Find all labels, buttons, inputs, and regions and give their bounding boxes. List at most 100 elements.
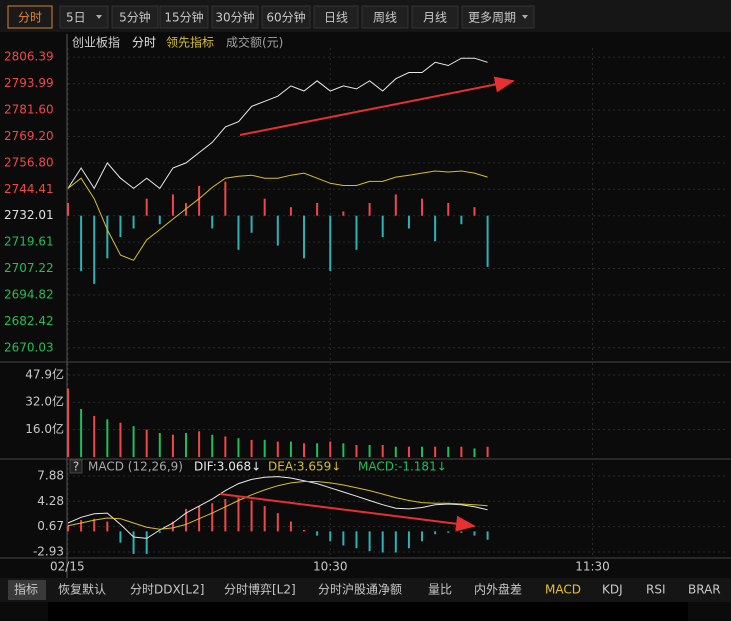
- bottom-tab[interactable]: 分时DDX[L2]: [130, 583, 204, 597]
- flow-bar: [329, 215, 332, 272]
- volume-bar: [407, 446, 410, 457]
- macd-bar: [224, 499, 227, 532]
- macd-bar: [407, 531, 410, 549]
- flow-bar: [368, 202, 371, 216]
- y-tick-label: 2756.80: [4, 155, 54, 169]
- volume-bar: [119, 422, 122, 457]
- y-tick-label: 2732.01: [4, 208, 54, 222]
- dropdown-icon: [96, 15, 102, 19]
- volume-bar: [93, 415, 96, 457]
- macd-bar: [368, 531, 371, 552]
- flow-bar: [106, 215, 109, 259]
- y-tick-label: 2806.39: [4, 50, 54, 64]
- tab[interactable]: [411, 5, 459, 29]
- flow-bar: [80, 215, 83, 272]
- macd-bar: [132, 531, 135, 554]
- volume-bar: [106, 419, 109, 457]
- flow-bar: [158, 215, 161, 225]
- macd-bar: [342, 531, 345, 546]
- macd-bar: [447, 531, 450, 533]
- tab[interactable]: [59, 5, 109, 29]
- tab[interactable]: [7, 5, 53, 29]
- bottom-tab[interactable]: BRAR: [688, 583, 721, 597]
- tab-label[interactable]: 更多周期: [468, 11, 516, 25]
- volume-bar: [342, 443, 345, 457]
- tab-label[interactable]: 日线: [324, 11, 348, 25]
- tab-label[interactable]: 5日: [66, 11, 86, 25]
- y-tick-label: 4.28: [37, 494, 64, 508]
- macd-bar: [486, 531, 489, 540]
- volume-bar: [132, 426, 135, 457]
- bottom-strip: [48, 602, 688, 621]
- y-tick-label: 0.67: [37, 519, 64, 533]
- macd-bar: [394, 531, 397, 553]
- y-tick-label: 2719.61: [4, 235, 54, 249]
- volume-bar: [198, 431, 201, 457]
- bottom-tab[interactable]: MACD: [545, 583, 581, 597]
- bottom-tab[interactable]: 内外盘差: [474, 582, 522, 597]
- tab-label[interactable]: 5分钟: [119, 10, 151, 25]
- y-tick-label: 2670.03: [4, 340, 54, 354]
- flow-bar: [171, 194, 174, 216]
- bottom-tab[interactable]: 分时博弈[L2]: [224, 582, 296, 597]
- macd-bar: [237, 497, 240, 532]
- legend-title: 创业板指: [72, 35, 120, 50]
- macd-bar: [93, 518, 96, 532]
- tab[interactable]: [159, 5, 209, 29]
- tab-label[interactable]: 30分钟: [215, 10, 254, 25]
- flow-bar: [342, 211, 345, 216]
- y-tick-label: 2769.20: [4, 129, 54, 143]
- flow-bar: [473, 207, 476, 216]
- volume-bar: [158, 433, 161, 457]
- flow-bar: [407, 215, 410, 229]
- tab[interactable]: [461, 5, 535, 29]
- tab[interactable]: [211, 5, 259, 29]
- macd-bar: [80, 520, 83, 532]
- flow-bar: [303, 215, 306, 259]
- y-tick-label: -2.93: [33, 544, 64, 558]
- flow-bar: [237, 215, 240, 250]
- bottom-tab[interactable]: 恢复默认: [58, 582, 106, 597]
- macd-bar: [316, 531, 319, 536]
- x-tick-label: 02/15: [50, 560, 85, 574]
- bottom-tab[interactable]: RSI: [646, 583, 666, 597]
- macd-bar: [289, 521, 292, 532]
- bottom-tab[interactable]: KDJ: [602, 583, 623, 597]
- volume-bar: [289, 441, 292, 457]
- macd-bar: [329, 531, 332, 542]
- tab[interactable]: [361, 5, 409, 29]
- macd-line: [67, 476, 488, 539]
- flow-bar: [447, 202, 450, 216]
- bottom-tab[interactable]: 分时沪股通净额: [318, 583, 402, 597]
- help-box: [69, 459, 83, 474]
- flow-bar: [198, 185, 201, 216]
- y-tick-label: 2793.99: [4, 76, 54, 90]
- macd-bar: [434, 531, 437, 535]
- tab-label[interactable]: 15分钟: [164, 10, 203, 25]
- macd-bar: [421, 531, 424, 542]
- macd-bar: [460, 531, 463, 533]
- tab-label[interactable]: 月线: [423, 11, 447, 25]
- flow-bar: [224, 181, 227, 216]
- tab[interactable]: [313, 5, 359, 29]
- bottom-bar-bg: [0, 578, 731, 602]
- volume-bar: [447, 446, 450, 457]
- tab-label[interactable]: 分时: [18, 11, 42, 25]
- flow-bar: [276, 215, 279, 246]
- volume-bar: [368, 445, 371, 457]
- legend-entry: 成交额(元): [226, 35, 283, 50]
- volume-bar: [171, 434, 174, 457]
- volume-bar: [421, 446, 424, 457]
- indicator-value: DEA:3.659↓: [268, 460, 341, 474]
- bottom-tab[interactable]: 量比: [428, 583, 452, 597]
- tab[interactable]: [111, 5, 159, 29]
- bottom-tab[interactable]: 指标: [14, 582, 38, 597]
- tab[interactable]: [261, 5, 311, 29]
- macd-bar: [106, 521, 109, 532]
- tab-label[interactable]: 60分钟: [266, 10, 305, 25]
- volume-bar: [473, 448, 476, 457]
- tab-label[interactable]: 周线: [373, 11, 397, 25]
- volume-bar: [381, 445, 384, 457]
